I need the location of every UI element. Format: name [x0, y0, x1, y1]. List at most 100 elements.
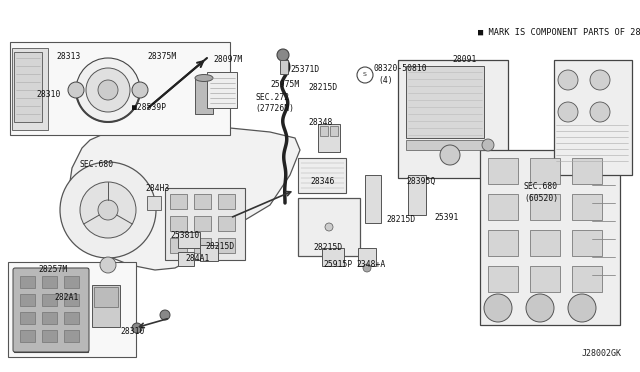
Bar: [194, 238, 211, 253]
Bar: [358, 248, 376, 266]
Bar: [330, 126, 338, 136]
Text: (27726N): (27726N): [255, 104, 294, 113]
Text: 28313: 28313: [56, 52, 81, 61]
Bar: [178, 232, 200, 248]
Bar: [20, 330, 35, 342]
Circle shape: [98, 200, 118, 220]
Bar: [64, 294, 79, 306]
Bar: [488, 266, 518, 292]
Text: 28215D: 28215D: [205, 242, 234, 251]
Text: SEC.680: SEC.680: [80, 160, 114, 169]
Bar: [218, 194, 235, 209]
FancyBboxPatch shape: [13, 268, 89, 352]
Bar: [64, 276, 79, 288]
Circle shape: [526, 294, 554, 322]
Bar: [94, 287, 118, 307]
Bar: [170, 216, 187, 231]
Text: J28002GK: J28002GK: [582, 349, 622, 358]
Bar: [398, 60, 508, 178]
Text: SEC.680: SEC.680: [524, 182, 558, 191]
Bar: [42, 276, 57, 288]
Bar: [194, 216, 211, 231]
Bar: [42, 330, 57, 342]
Circle shape: [76, 58, 140, 122]
Bar: [20, 276, 35, 288]
Text: 25915P: 25915P: [323, 260, 352, 269]
Bar: [488, 194, 518, 220]
Bar: [207, 72, 237, 108]
Circle shape: [484, 294, 512, 322]
Circle shape: [558, 102, 578, 122]
Bar: [10, 42, 230, 135]
Bar: [408, 175, 426, 215]
Bar: [194, 194, 211, 209]
Bar: [218, 238, 235, 253]
Polygon shape: [14, 268, 88, 352]
Bar: [318, 124, 340, 152]
Text: 28348: 28348: [308, 118, 332, 127]
Bar: [195, 78, 213, 114]
Circle shape: [363, 264, 371, 272]
Circle shape: [440, 145, 460, 165]
Circle shape: [568, 294, 596, 322]
Bar: [92, 285, 120, 327]
Text: 28310: 28310: [36, 90, 60, 99]
Bar: [64, 312, 79, 324]
Bar: [8, 262, 136, 357]
Ellipse shape: [195, 74, 213, 81]
Circle shape: [590, 70, 610, 90]
Bar: [480, 150, 620, 325]
Circle shape: [86, 68, 130, 112]
Bar: [14, 52, 42, 122]
Bar: [147, 196, 161, 210]
Text: 28310: 28310: [120, 327, 145, 336]
Bar: [165, 188, 245, 260]
Text: 253810: 253810: [170, 231, 199, 240]
Text: 28215D: 28215D: [386, 215, 415, 224]
Circle shape: [160, 310, 170, 320]
Bar: [530, 194, 560, 220]
Circle shape: [132, 82, 148, 98]
Bar: [200, 245, 218, 261]
Bar: [572, 158, 602, 184]
Bar: [488, 158, 518, 184]
Circle shape: [558, 70, 578, 90]
Bar: [170, 238, 187, 253]
Bar: [178, 252, 194, 266]
Bar: [42, 294, 57, 306]
Text: 28215D: 28215D: [308, 83, 337, 92]
Bar: [554, 60, 632, 175]
Polygon shape: [12, 48, 48, 130]
Circle shape: [68, 82, 84, 98]
Bar: [406, 140, 484, 150]
Bar: [572, 266, 602, 292]
Circle shape: [277, 49, 289, 61]
Bar: [170, 194, 187, 209]
Bar: [20, 294, 35, 306]
Bar: [530, 230, 560, 256]
Text: 28215D: 28215D: [313, 243, 342, 252]
Text: 28257M: 28257M: [38, 265, 67, 274]
Bar: [530, 266, 560, 292]
Bar: [530, 158, 560, 184]
Circle shape: [100, 257, 116, 273]
Bar: [42, 312, 57, 324]
Bar: [365, 175, 381, 223]
Bar: [572, 230, 602, 256]
Text: ■ MARK IS COMPONENT PARTS OF 28310: ■ MARK IS COMPONENT PARTS OF 28310: [478, 28, 640, 37]
Text: 284H3: 284H3: [145, 184, 170, 193]
Text: 25391: 25391: [434, 213, 458, 222]
Circle shape: [98, 80, 118, 100]
Text: 25371D: 25371D: [290, 65, 319, 74]
Circle shape: [357, 67, 373, 83]
Text: ■28539P: ■28539P: [132, 103, 166, 112]
Bar: [20, 312, 35, 324]
Text: 28395Q: 28395Q: [406, 177, 435, 186]
Text: (60520): (60520): [524, 194, 558, 203]
Text: S: S: [363, 73, 367, 77]
Text: 28346: 28346: [310, 177, 334, 186]
Text: 282A1: 282A1: [54, 293, 78, 302]
Text: 28091: 28091: [452, 55, 476, 64]
Circle shape: [60, 162, 156, 258]
Bar: [572, 194, 602, 220]
